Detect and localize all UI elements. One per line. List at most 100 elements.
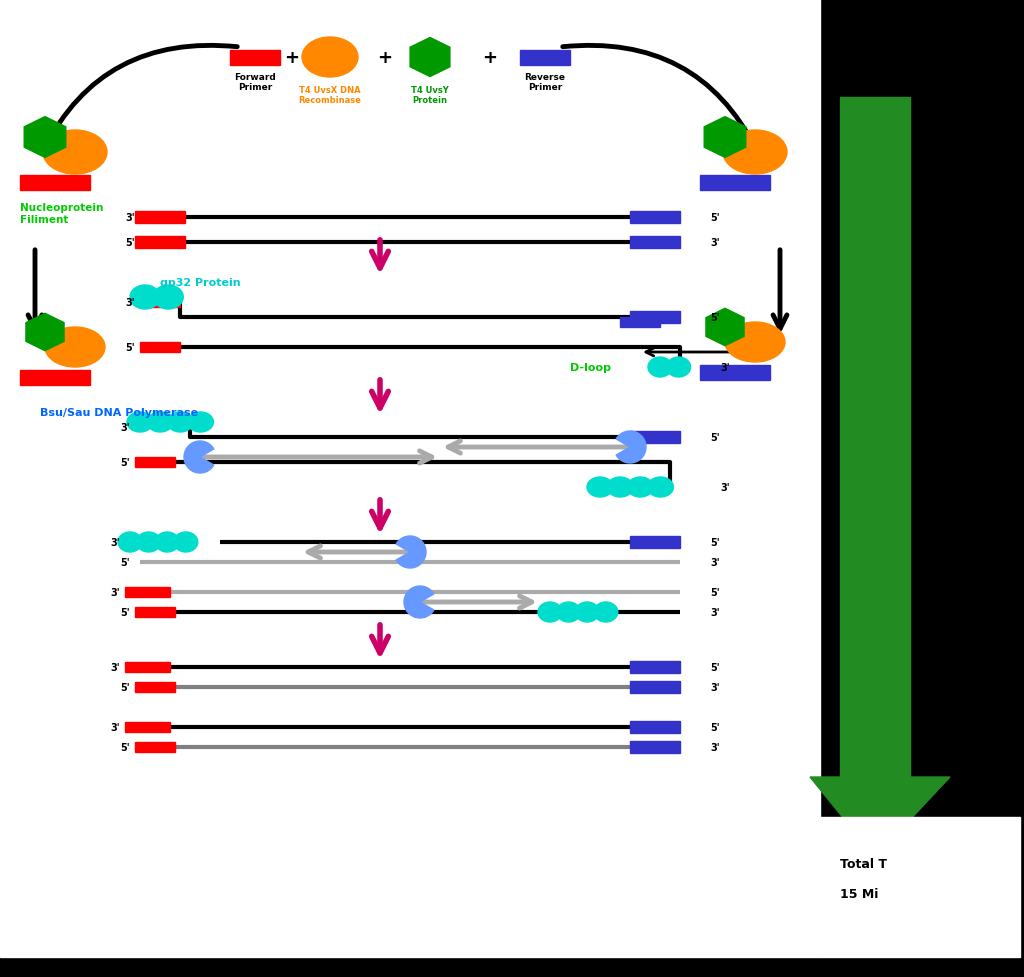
Text: 5': 5' <box>710 313 720 322</box>
Text: +: + <box>482 49 498 67</box>
Text: Bsu/Sau DNA Polymerase: Bsu/Sau DNA Polymerase <box>40 407 198 417</box>
Ellipse shape <box>538 603 562 622</box>
Text: Total T: Total T <box>840 857 887 871</box>
Text: 3': 3' <box>710 558 720 568</box>
Bar <box>125 587 170 597</box>
Bar <box>630 661 680 673</box>
Ellipse shape <box>628 478 653 497</box>
Text: T4 UvsY
Protein: T4 UvsY Protein <box>411 86 449 106</box>
Ellipse shape <box>725 322 785 362</box>
Text: 5': 5' <box>710 537 720 547</box>
Text: Forward
Primer: Forward Primer <box>234 73 275 92</box>
Bar <box>135 743 175 752</box>
Text: 3': 3' <box>710 237 720 248</box>
Text: Nucleoprotein
Filiment: Nucleoprotein Filiment <box>20 203 103 225</box>
Bar <box>135 212 185 224</box>
Bar <box>630 432 680 444</box>
Text: 3': 3' <box>111 587 120 597</box>
Text: 5': 5' <box>121 743 130 752</box>
Ellipse shape <box>575 603 599 622</box>
Text: 3': 3' <box>710 682 720 693</box>
Text: 5': 5' <box>710 587 720 597</box>
Bar <box>820 817 1020 957</box>
Ellipse shape <box>723 131 787 175</box>
Ellipse shape <box>302 38 358 78</box>
Text: Reverse
Primer: Reverse Primer <box>524 73 565 92</box>
Bar <box>630 312 680 323</box>
Bar <box>700 365 770 380</box>
Text: 5': 5' <box>125 343 135 353</box>
Text: 3': 3' <box>121 423 130 433</box>
Bar <box>630 721 680 734</box>
Text: 3': 3' <box>111 537 120 547</box>
Polygon shape <box>616 432 646 463</box>
Text: 3': 3' <box>710 743 720 752</box>
Ellipse shape <box>167 412 194 433</box>
Bar <box>700 175 770 191</box>
Bar <box>20 370 90 385</box>
Text: 3': 3' <box>720 483 730 492</box>
Bar <box>135 236 185 249</box>
Ellipse shape <box>45 327 105 367</box>
Ellipse shape <box>127 412 153 433</box>
Bar <box>620 319 660 327</box>
Ellipse shape <box>187 412 213 433</box>
Text: 3': 3' <box>710 608 720 617</box>
Ellipse shape <box>156 532 179 552</box>
Bar <box>135 682 175 693</box>
Text: 5': 5' <box>710 722 720 732</box>
Ellipse shape <box>667 358 690 378</box>
Text: 3': 3' <box>111 662 120 672</box>
Text: 3': 3' <box>111 722 120 732</box>
Ellipse shape <box>174 532 198 552</box>
Ellipse shape <box>648 358 672 378</box>
Ellipse shape <box>647 478 674 497</box>
Bar <box>145 298 180 308</box>
Bar <box>630 236 680 249</box>
Text: 5': 5' <box>121 608 130 617</box>
Text: D-loop: D-loop <box>570 362 611 372</box>
Text: 3': 3' <box>125 213 135 223</box>
Bar <box>135 608 175 617</box>
Polygon shape <box>810 778 950 857</box>
Ellipse shape <box>154 285 183 310</box>
Bar <box>630 212 680 224</box>
Text: gp32 Protein: gp32 Protein <box>160 277 241 287</box>
Text: 5': 5' <box>121 682 130 693</box>
Bar <box>630 536 680 548</box>
Polygon shape <box>26 314 65 352</box>
Ellipse shape <box>130 285 160 310</box>
Polygon shape <box>410 38 450 77</box>
Text: 5': 5' <box>710 433 720 443</box>
Text: +: + <box>285 49 299 67</box>
Text: 5': 5' <box>710 213 720 223</box>
Bar <box>20 175 90 191</box>
Text: T4 UvsX DNA
Recombinase: T4 UvsX DNA Recombinase <box>299 86 361 106</box>
Ellipse shape <box>147 412 173 433</box>
Bar <box>125 662 170 672</box>
Text: 15 Mi: 15 Mi <box>840 887 879 900</box>
Text: 5': 5' <box>710 662 720 672</box>
Bar <box>125 722 170 732</box>
Polygon shape <box>706 309 744 346</box>
Ellipse shape <box>43 131 106 175</box>
Ellipse shape <box>557 603 581 622</box>
Ellipse shape <box>136 532 161 552</box>
Bar <box>840 98 910 778</box>
Bar <box>135 457 175 468</box>
Polygon shape <box>396 536 426 569</box>
Bar <box>0 0 820 957</box>
Text: 3': 3' <box>720 362 730 372</box>
Polygon shape <box>25 117 66 158</box>
Ellipse shape <box>594 603 617 622</box>
Bar <box>630 742 680 753</box>
Text: 5': 5' <box>121 558 130 568</box>
Bar <box>520 51 570 65</box>
Text: 3': 3' <box>125 298 135 308</box>
Ellipse shape <box>118 532 142 552</box>
Polygon shape <box>404 586 434 618</box>
Bar <box>630 681 680 694</box>
Bar <box>230 51 280 65</box>
Text: 5': 5' <box>121 457 130 468</box>
Ellipse shape <box>587 478 613 497</box>
